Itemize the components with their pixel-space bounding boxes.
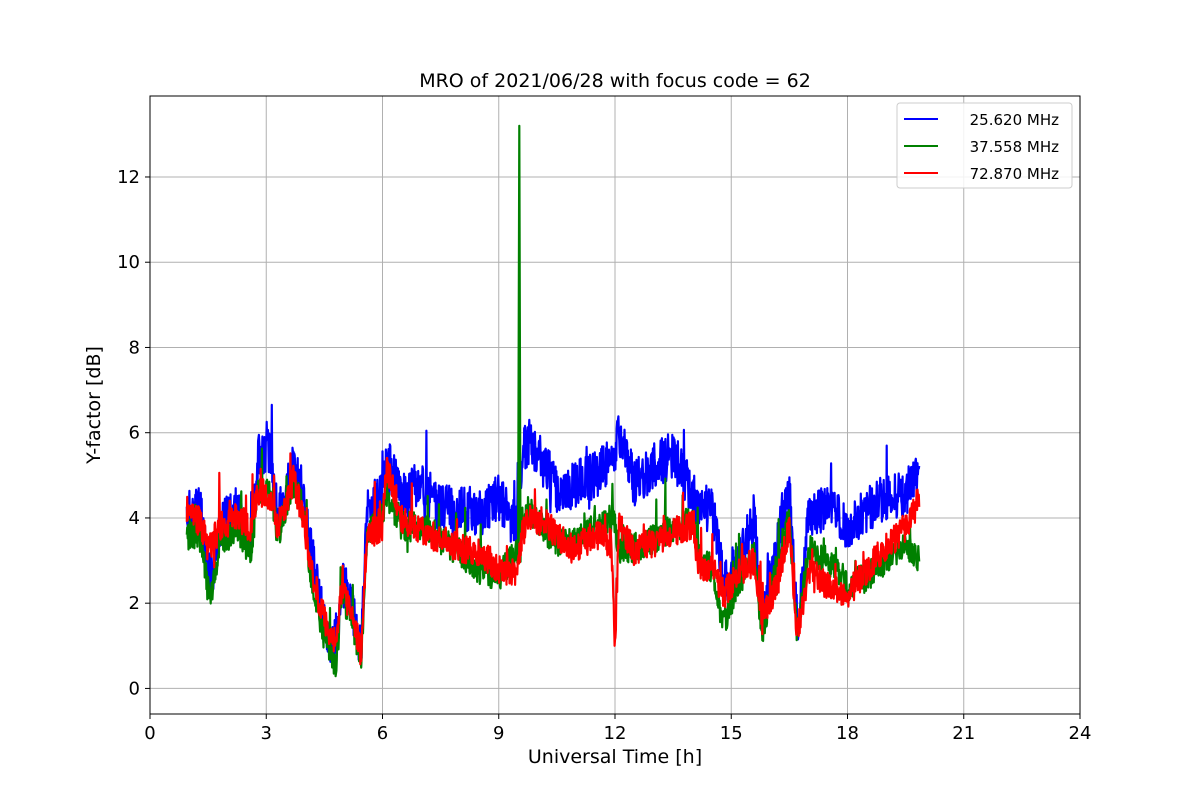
legend-label: 37.558 MHz xyxy=(970,138,1059,156)
series-line xyxy=(185,452,921,666)
legend-label: 72.870 MHz xyxy=(970,165,1059,183)
x-tick-label: 3 xyxy=(261,723,272,744)
x-axis-label: Universal Time [h] xyxy=(528,746,702,768)
x-tick-label: 24 xyxy=(1069,723,1092,744)
x-tick-label: 0 xyxy=(144,723,155,744)
x-tick-label: 9 xyxy=(493,723,504,744)
y-axis-label: Y-factor [dB] xyxy=(83,346,105,465)
x-tick-label: 12 xyxy=(604,723,627,744)
y-tick-label: 4 xyxy=(129,508,140,529)
legend-box xyxy=(896,102,1073,189)
y-tick-label: 10 xyxy=(117,252,140,273)
chart-title: MRO of 2021/06/28 with focus code = 62 xyxy=(419,70,811,92)
y-tick-label: 8 xyxy=(129,337,140,358)
x-tick-label: 21 xyxy=(952,723,975,744)
legend-label: 25.620 MHz xyxy=(970,111,1059,129)
y-tick-label: 12 xyxy=(117,167,140,188)
y-tick-label: 0 xyxy=(129,678,140,699)
y-tick-label: 6 xyxy=(129,423,140,444)
legend: 25.620 MHz 37.558 MHz 72.870 MHz xyxy=(896,102,1073,189)
x-axis: 0 3 6 9 12 15 18 21 24 xyxy=(144,714,1091,744)
y-axis: 0 2 4 6 8 10 12 xyxy=(117,167,150,699)
x-tick-label: 15 xyxy=(720,723,743,744)
x-tick-label: 6 xyxy=(377,723,388,744)
x-tick-label: 18 xyxy=(836,723,859,744)
plot-area xyxy=(185,124,921,678)
y-tick-label: 2 xyxy=(129,593,140,614)
